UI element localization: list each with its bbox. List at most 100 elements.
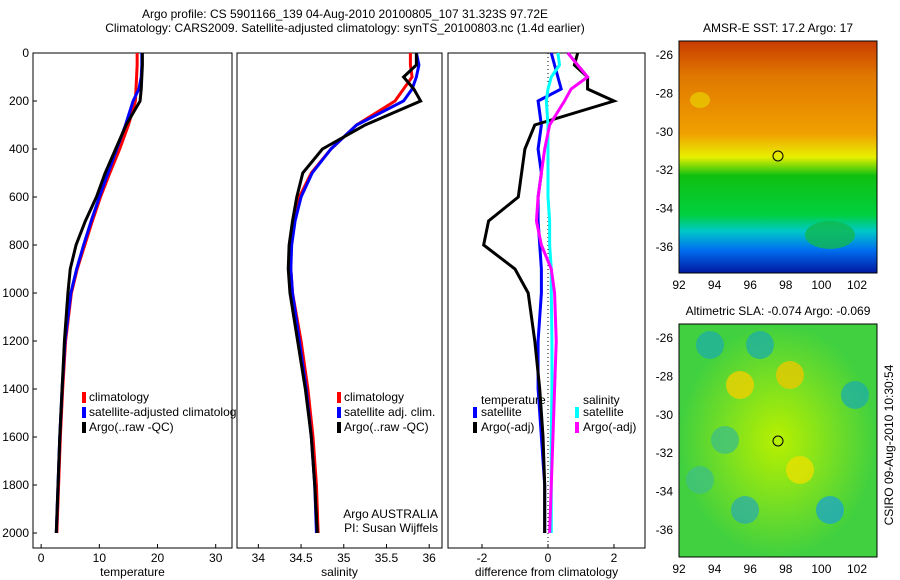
map-x-tick-label: 94 (708, 278, 722, 292)
sla-anomaly-blob (696, 331, 724, 359)
map-y-tick-label: -26 (656, 48, 674, 62)
map-x-tick-label: 92 (672, 278, 686, 292)
x-tick-label: 36 (423, 551, 437, 565)
x-tick-label: 34.5 (289, 551, 313, 565)
series-line-argo-raw-qc- (286, 53, 423, 534)
y-tick-label: 600 (9, 190, 29, 204)
legend-label: Argo(-adj) (481, 420, 534, 434)
map-x-tick-label: 98 (779, 278, 793, 292)
sla-anomaly-blob (786, 456, 814, 484)
profile-panel-2: 34 34.5 35 35.5 36 salinity climatologysatelli… (236, 52, 443, 579)
sla-anomaly-blob (816, 496, 844, 524)
map-x-tick-label: 98 (779, 562, 793, 576)
map-y-tick-label: -36 (656, 523, 674, 537)
map-x-tick-label: 100 (811, 278, 831, 292)
y-tick-label: 0 (22, 46, 29, 60)
y-tick-label: 1800 (2, 478, 29, 492)
legend-swatch (337, 407, 341, 418)
legend-label: satellite (481, 405, 522, 419)
side-timestamp: CSIRO 09-Aug-2010 10:30:54 (882, 364, 896, 525)
legend-label: satellite adj. clim. (344, 405, 435, 419)
x-tick-label: 34 (252, 551, 266, 565)
series-line-argo-adj- (481, 52, 619, 533)
plot-frame (236, 52, 443, 549)
sla-anomaly-blob (746, 331, 774, 359)
y-tick-label: 1400 (2, 382, 29, 396)
sla-anomaly-blob (776, 361, 804, 389)
legend-swatch (575, 407, 579, 418)
map-x-tick-label: 92 (672, 562, 686, 576)
legend-label: Argo(-adj) (583, 420, 636, 434)
map-y-tick-label: -26 (656, 331, 674, 345)
legend-label: satellite (583, 405, 624, 419)
annotation: PI: Susan Wijffels (344, 521, 438, 535)
x-tick-label: 0 (545, 551, 552, 565)
sst-warm-patch (690, 92, 710, 108)
x-tick-label: 10 (93, 551, 107, 565)
sla-anomaly-blob (726, 371, 754, 399)
legend-swatch (82, 392, 86, 403)
map-x-tick-label: 94 (708, 562, 722, 576)
map-y-tick-label: -28 (656, 86, 674, 100)
series-line-argo-raw-qc- (54, 53, 144, 534)
map-y-tick-label: -32 (656, 446, 674, 460)
x-tick-label: 30 (209, 551, 223, 565)
x-tick-label: -2 (477, 551, 488, 565)
map-y-tick-label: -32 (656, 163, 674, 177)
y-tick-label: 400 (9, 142, 29, 156)
x-axis-label: temperature (100, 565, 165, 579)
legend-swatch (473, 407, 477, 418)
y-tick-label: 1600 (2, 430, 29, 444)
title-line2: Climatology: CARS2009. Satellite-adjuste… (105, 21, 585, 35)
sst-eddy (805, 221, 855, 249)
y-tick-label: 1000 (2, 286, 29, 300)
map-x-tick-label: 96 (744, 278, 758, 292)
legend-label: satellite-adjusted climatology (89, 405, 242, 419)
map-x-tick-label: 102 (847, 278, 867, 292)
sla-anomaly-blob (686, 466, 714, 494)
sla-anomaly-blob (731, 496, 759, 524)
legend-label: Argo(..raw -QC) (89, 420, 174, 434)
sla-anomaly-blob (841, 381, 869, 409)
x-tick-label: 35 (337, 551, 351, 565)
x-tick-label: 20 (151, 551, 165, 565)
map-y-tick-label: -30 (656, 125, 674, 139)
map-x-tick-label: 102 (847, 562, 867, 576)
x-tick-label: 2 (611, 551, 618, 565)
map-y-tick-label: -30 (656, 408, 674, 422)
x-tick-label: 35.5 (375, 551, 399, 565)
plot-frame (32, 52, 233, 549)
title-line1: Argo profile: CS 5901166_139 04-Aug-2010… (142, 7, 548, 21)
legend-header: temperature (481, 393, 546, 407)
legend-header: salinity (583, 393, 620, 407)
series-line-argo-adj- (534, 52, 590, 534)
legend-swatch (82, 407, 86, 418)
legend-swatch (337, 422, 341, 433)
map-x-tick-label: 96 (744, 562, 758, 576)
y-tick-label: 2000 (2, 526, 29, 540)
sst-map-title: AMSR-E SST: 17.2 Argo: 17 (703, 21, 853, 35)
map-y-tick-label: -34 (656, 485, 674, 499)
sst-argo-marker (772, 150, 784, 162)
legend-swatch (575, 422, 579, 433)
legend-label: Argo(..raw -QC) (344, 420, 429, 434)
map-x-tick-label: 100 (811, 562, 831, 576)
legend-swatch (82, 422, 86, 433)
sla-map-title: Altimetric SLA: -0.074 Argo: -0.069 (686, 304, 871, 318)
map-y-tick-label: -28 (656, 369, 674, 383)
legend-label: climatology (344, 390, 404, 404)
sla-map (678, 323, 878, 558)
sla-argo-marker (772, 435, 784, 447)
legend-label: climatology (89, 390, 149, 404)
legend-swatch (337, 392, 341, 403)
x-tick-label: 0 (38, 551, 45, 565)
profile-panel-1: 0 10 20 30 temperature 0 200 400 600 800 1000 1200 1… (2, 46, 242, 579)
annotation: Argo AUSTRALIA (343, 507, 438, 521)
sla-anomaly-blob (711, 426, 739, 454)
legend-swatch (473, 422, 477, 433)
series-line-satellite (544, 52, 562, 533)
y-tick-label: 800 (9, 238, 29, 252)
